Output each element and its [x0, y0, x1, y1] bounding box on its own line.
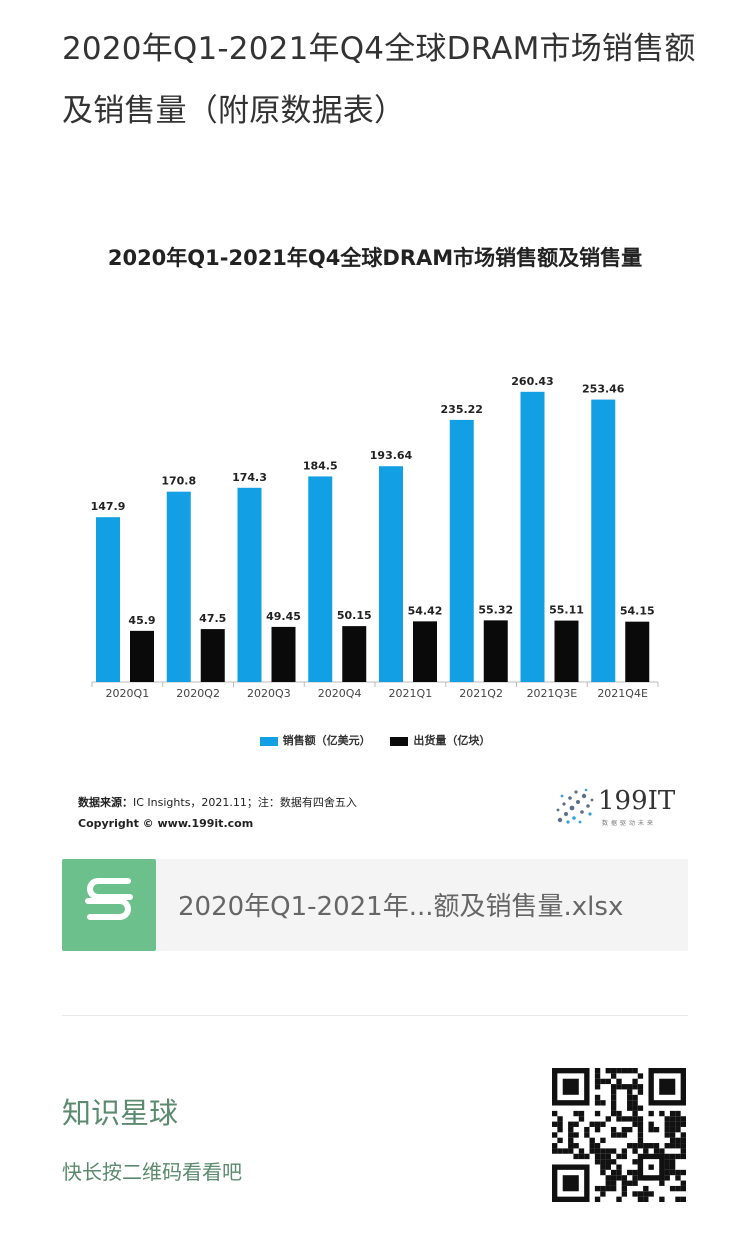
x-tick-label-2021Q2: 2021Q2: [459, 687, 503, 700]
x-tick-label-2020Q3: 2020Q3: [247, 687, 291, 700]
data-label-shipment-2020Q1: 45.9: [128, 614, 155, 627]
knowledge-planet-title: 知识星球: [62, 1096, 179, 1130]
brand-logo: 199IT 数据驱动未来: [552, 782, 682, 832]
data-label-sales-2021Q2: 235.22: [441, 403, 483, 416]
x-tick-label-2020Q1: 2020Q1: [106, 687, 150, 700]
spreadsheet-s-icon: [62, 859, 156, 951]
bar-sales-2021Q1: [379, 466, 403, 682]
data-label-shipment-2021Q3E: 55.11: [549, 604, 584, 617]
source-label: 数据来源：: [78, 796, 133, 809]
legend-swatch-sales: [259, 736, 278, 746]
bar-sales-2021Q3E: [520, 391, 545, 682]
data-label-sales-2020Q3: 174.3: [232, 471, 267, 484]
data-label-sales-2020Q4: 184.5: [303, 459, 338, 472]
data-label-shipment-2020Q3: 49.45: [266, 610, 301, 623]
bar-shipment-2020Q3: [271, 626, 296, 682]
source-text: IC Insights，2021.11；注：数据有四舍五入: [133, 796, 357, 809]
bar-shipment-2021Q1: [413, 621, 437, 682]
chart-card: 2020年Q1-2021年Q4全球DRAM市场销售额及销售量 147.9 45.9…: [62, 222, 688, 844]
bar-shipment-2020Q2: [200, 629, 225, 682]
legend-label-sales: 销售额（亿美元）: [282, 734, 371, 747]
legend-item-shipment: 出货量（亿块）: [390, 732, 490, 748]
legend-swatch-shipment: [390, 736, 409, 746]
bar-sales-2021Q2: [449, 419, 474, 682]
legend-item-sales: 销售额（亿美元）: [259, 732, 371, 748]
data-label-sales-2020Q1: 147.9: [91, 500, 126, 513]
x-tick-label-2020Q2: 2020Q2: [176, 687, 220, 700]
bar-sales-2021Q4E: [591, 399, 616, 682]
data-label-shipment-2021Q1: 54.42: [408, 604, 443, 617]
copyright-text: Copyright © www.199it.com: [78, 817, 254, 830]
bar-shipment-2021Q2: [483, 620, 508, 682]
bar-sales-2020Q2: [166, 491, 191, 682]
data-label-sales-2021Q1: 193.64: [370, 449, 413, 462]
page-title: 2020年Q1-2021年Q4全球DRAM市场销售额及销售量（附原数据表）: [62, 31, 696, 129]
logo-subtitle: 数据驱动未来: [602, 820, 657, 827]
qr-code-icon[interactable]: [552, 1068, 686, 1202]
x-tick-label-2021Q4E: 2021Q4E: [597, 687, 648, 700]
bar-shipment-2021Q3E: [554, 620, 579, 682]
bar-shipment-2021Q4E: [625, 621, 650, 682]
knowledge-planet-subtitle: 快长按二维码看看吧: [62, 1160, 242, 1184]
bar-shipment-2020Q4: [342, 626, 367, 682]
x-tick-label-2021Q3E: 2021Q3E: [527, 687, 578, 700]
chart-source: 数据来源：IC Insights，2021.11；注：数据有四舍五入 Copyr…: [78, 792, 357, 834]
legend-label-shipment: 出货量（亿块）: [413, 734, 491, 747]
x-tick-label-2021Q1: 2021Q1: [389, 687, 433, 700]
attachment-file-card[interactable]: 2020年Q1-2021年...额及销售量.xlsx: [62, 859, 688, 951]
data-label-shipment-2020Q4: 50.15: [337, 609, 372, 622]
chart-legend: 销售额（亿美元） 出货量（亿块）: [62, 732, 688, 748]
data-label-sales-2021Q4E: 253.46: [582, 383, 625, 396]
chart-title: 2020年Q1-2021年Q4全球DRAM市场销售额及销售量: [107, 246, 643, 270]
bar-chart: 147.9 45.9 2020Q1 170.8 47.5 2020Q2 174.3 49.45…: [91, 375, 659, 700]
bar-shipment-2020Q1: [130, 630, 154, 682]
data-label-shipment-2021Q4E: 54.15: [620, 605, 655, 618]
data-label-sales-2020Q2: 170.8: [161, 475, 196, 488]
bar-sales-2020Q3: [237, 487, 262, 682]
data-label-sales-2021Q3E: 260.43: [511, 375, 553, 388]
data-label-shipment-2021Q2: 55.32: [478, 603, 513, 616]
bar-sales-2020Q4: [308, 476, 333, 682]
data-label-shipment-2020Q2: 47.5: [199, 612, 226, 625]
logo-text: 199IT: [598, 786, 676, 816]
bar-sales-2020Q1: [96, 517, 120, 682]
file-name: 2020年Q1-2021年...额及销售量.xlsx: [178, 892, 624, 922]
dots-logo-icon: [556, 788, 594, 824]
x-tick-label-2020Q4: 2020Q4: [318, 687, 362, 700]
divider: [62, 1015, 688, 1016]
